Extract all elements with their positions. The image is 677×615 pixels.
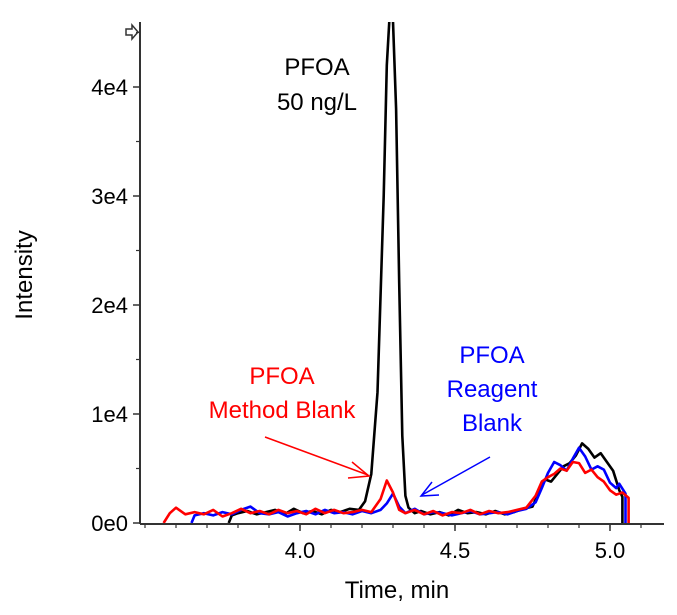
reagent-blank-arrowhead-icon <box>419 481 440 497</box>
traces-group <box>162 22 630 524</box>
annotation-reagent-blank-line1: PFOA <box>459 342 524 369</box>
y-tick-label: 0e0 <box>91 511 128 536</box>
axes-group <box>125 22 664 525</box>
y-tick-label: 4e4 <box>91 75 128 100</box>
annotation-reagent-blank-line3: Blank <box>462 410 523 437</box>
x-tick-label: 5.0 <box>595 538 626 563</box>
y-ticks-group: 0e0 1e4 2e4 3e4 4e4 <box>91 31 140 536</box>
annotation-reagent-blank-line2: Reagent <box>447 376 538 403</box>
annotation-sample-line2: 50 ng/L <box>277 89 357 116</box>
method-blank-arrow <box>264 436 369 476</box>
x-tick-label: 4.5 <box>440 538 471 563</box>
trace-pfoa-method-blank <box>162 460 630 524</box>
annotation-sample-line1: PFOA <box>284 54 349 81</box>
annotation-method-blank-line1: PFOA <box>249 363 314 390</box>
y-tick-label: 3e4 <box>91 184 128 209</box>
reagent-blank-arrow <box>421 456 491 496</box>
scale-arrow-icon <box>125 22 139 42</box>
y-tick-label: 2e4 <box>91 293 128 318</box>
method-blank-arrowhead-icon <box>347 461 371 479</box>
y-axis-title: Intensity <box>11 230 38 319</box>
annotation-method-blank-line2: Method Blank <box>209 397 357 424</box>
annotation-reagent-blank: PFOA Reagent Blank <box>419 342 538 497</box>
x-ticks-group: 4.0 4.5 5.0 <box>144 524 642 563</box>
x-axis-title: Time, min <box>345 577 449 604</box>
annotation-method-blank: PFOA Method Blank <box>209 363 371 479</box>
annotation-sample: PFOA 50 ng/L <box>277 54 357 116</box>
x-tick-label: 4.0 <box>285 538 316 563</box>
y-tick-label: 1e4 <box>91 402 128 427</box>
